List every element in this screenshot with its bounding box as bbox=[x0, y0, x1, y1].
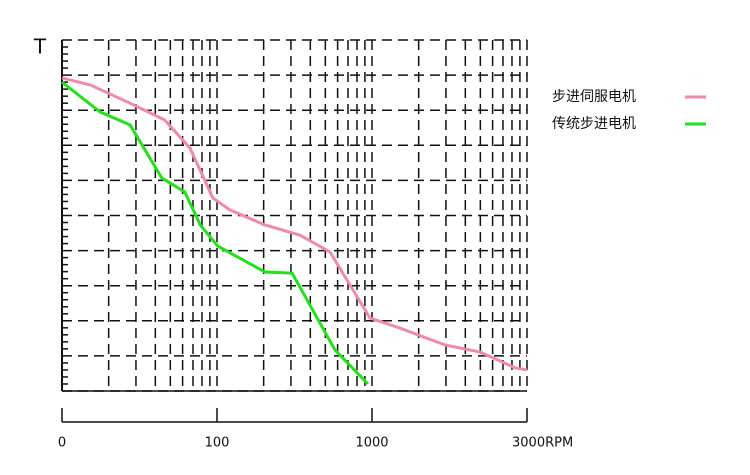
y-axis-label: T bbox=[33, 35, 47, 59]
data-line bbox=[61, 76, 528, 372]
x-tick-label: 3000RPM bbox=[512, 436, 573, 451]
legend-label: 步进伺服电机 bbox=[552, 89, 636, 105]
x-tick-label: 100 bbox=[205, 436, 230, 451]
legend-label: 传统步进电机 bbox=[552, 116, 636, 132]
x-tick-label: 1000 bbox=[355, 436, 388, 451]
data-line bbox=[61, 80, 370, 386]
x-tick-label: 0 bbox=[58, 436, 66, 451]
